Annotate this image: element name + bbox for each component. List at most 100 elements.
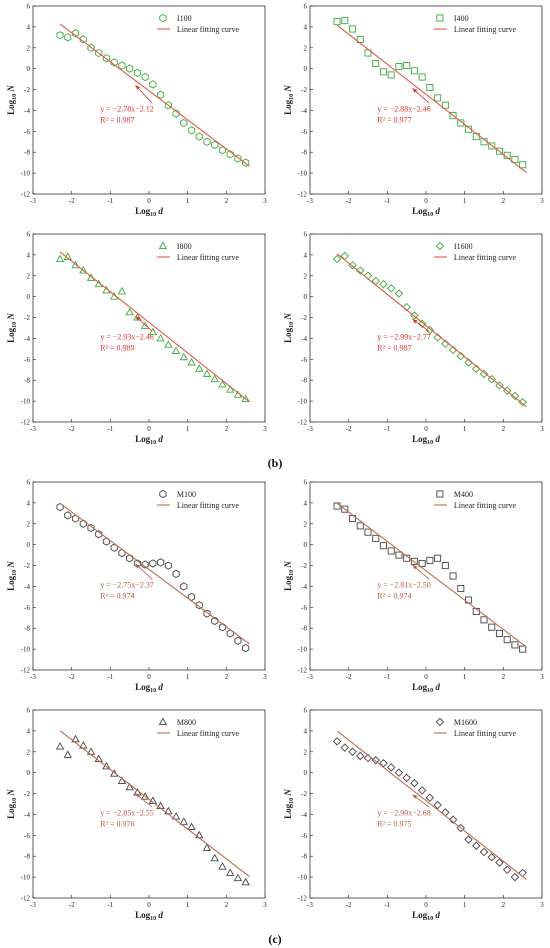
fit-line — [336, 730, 527, 880]
y-tick-label: 6 — [304, 231, 308, 239]
annotation-arrowhead — [135, 563, 141, 569]
x-tick-label: 3 — [540, 673, 544, 681]
fit-r-squared: R² = 0.987 — [377, 343, 411, 352]
y-axis-label: Log10 N — [6, 85, 18, 115]
x-axis-label: Log10 d — [412, 206, 440, 218]
legend-fit-label: Linear fitting curve — [177, 253, 240, 262]
y-tick-label: 6 — [304, 3, 308, 11]
data-point — [356, 35, 364, 43]
data-point — [71, 260, 80, 269]
data-point — [110, 58, 118, 67]
data-point — [202, 843, 212, 851]
y-tick-label: -10 — [298, 646, 308, 654]
data-point — [480, 616, 488, 624]
fit-line — [336, 253, 527, 408]
fit-r-squared: R² = 0.975 — [377, 819, 411, 828]
y-axis-label: Log10 N — [283, 561, 295, 591]
y-tick-label: 6 — [27, 231, 31, 239]
x-tick-label: 2 — [225, 425, 229, 433]
data-point — [164, 561, 172, 570]
data-point — [503, 636, 511, 644]
y-tick-label: -8 — [301, 625, 307, 633]
data-point — [125, 782, 134, 791]
x-tick-label: -1 — [384, 425, 390, 433]
x-tick-label: 1 — [463, 673, 467, 681]
data-point — [233, 873, 243, 882]
x-tick-label: 3 — [263, 425, 267, 433]
fit-r-squared: R² = 0.977 — [377, 115, 411, 124]
data-point — [356, 522, 364, 530]
y-tick-label: 0 — [304, 541, 308, 549]
y-axis-label: Log10 N — [6, 313, 18, 343]
y-tick-label: -6 — [24, 356, 30, 364]
y-tick-label: -10 — [298, 170, 308, 178]
y-tick-label: -12 — [298, 667, 308, 675]
legend-series-label: I1600 — [454, 242, 473, 251]
data-point — [403, 62, 411, 70]
x-tick-label: 1 — [186, 197, 190, 205]
data-point — [117, 286, 127, 295]
y-tick-label: -6 — [301, 832, 307, 840]
y-tick-label: -8 — [301, 377, 307, 385]
data-point — [79, 519, 87, 528]
x-tick-label: -2 — [69, 673, 75, 681]
y-tick-label: 6 — [304, 479, 308, 487]
data-point — [379, 279, 388, 289]
x-tick-label: -2 — [346, 197, 352, 205]
y-tick-label: -4 — [24, 811, 30, 819]
y-tick-label: 6 — [27, 479, 31, 487]
data-point — [126, 64, 134, 73]
data-point — [395, 63, 403, 71]
data-point — [372, 59, 380, 67]
data-point — [341, 17, 349, 25]
data-point — [379, 542, 387, 550]
y-tick-label: 4 — [27, 23, 31, 31]
legend-marker — [159, 489, 167, 499]
y-axis-label: Log10 N — [6, 789, 18, 819]
data-point — [425, 325, 435, 335]
data-point — [387, 547, 395, 555]
data-point — [64, 511, 72, 520]
fit-line — [336, 24, 527, 174]
x-tick-label: -3 — [30, 197, 36, 205]
data-point — [495, 147, 503, 155]
data-point — [71, 29, 80, 38]
y-tick-label: -6 — [301, 604, 307, 612]
legend-marker — [436, 14, 444, 22]
legend-marker — [159, 13, 167, 23]
data-point — [449, 112, 457, 120]
data-point — [95, 530, 103, 539]
data-point — [79, 266, 88, 274]
data-point — [340, 743, 350, 752]
x-tick-label: -1 — [384, 901, 390, 909]
x-tick-label: 1 — [463, 425, 467, 433]
x-tick-label: 1 — [463, 197, 467, 205]
fit-line — [336, 502, 527, 648]
data-point — [417, 319, 427, 329]
legend-fit-label: Linear fitting curve — [454, 25, 517, 34]
data-point — [125, 307, 134, 316]
legend-series-label: M1600 — [454, 718, 477, 727]
data-point — [210, 374, 219, 383]
data-point — [418, 73, 426, 81]
data-point — [394, 768, 404, 777]
data-point — [441, 808, 450, 817]
data-point — [449, 572, 457, 580]
x-tick-label: 3 — [540, 425, 544, 433]
x-tick-label: 3 — [263, 673, 267, 681]
y-tick-label: 0 — [27, 293, 31, 301]
fit-equation: y = −2.75x−2.37 — [100, 580, 154, 589]
data-point — [172, 109, 180, 118]
x-tick-label: -1 — [107, 901, 113, 909]
data-point — [386, 763, 396, 772]
y-tick-label: -8 — [24, 377, 30, 385]
y-tick-label: 2 — [27, 272, 31, 280]
data-point — [141, 72, 149, 82]
data-point — [510, 391, 520, 401]
data-point — [56, 31, 64, 40]
data-point — [441, 562, 449, 570]
legend-series-label: I100 — [177, 14, 192, 23]
